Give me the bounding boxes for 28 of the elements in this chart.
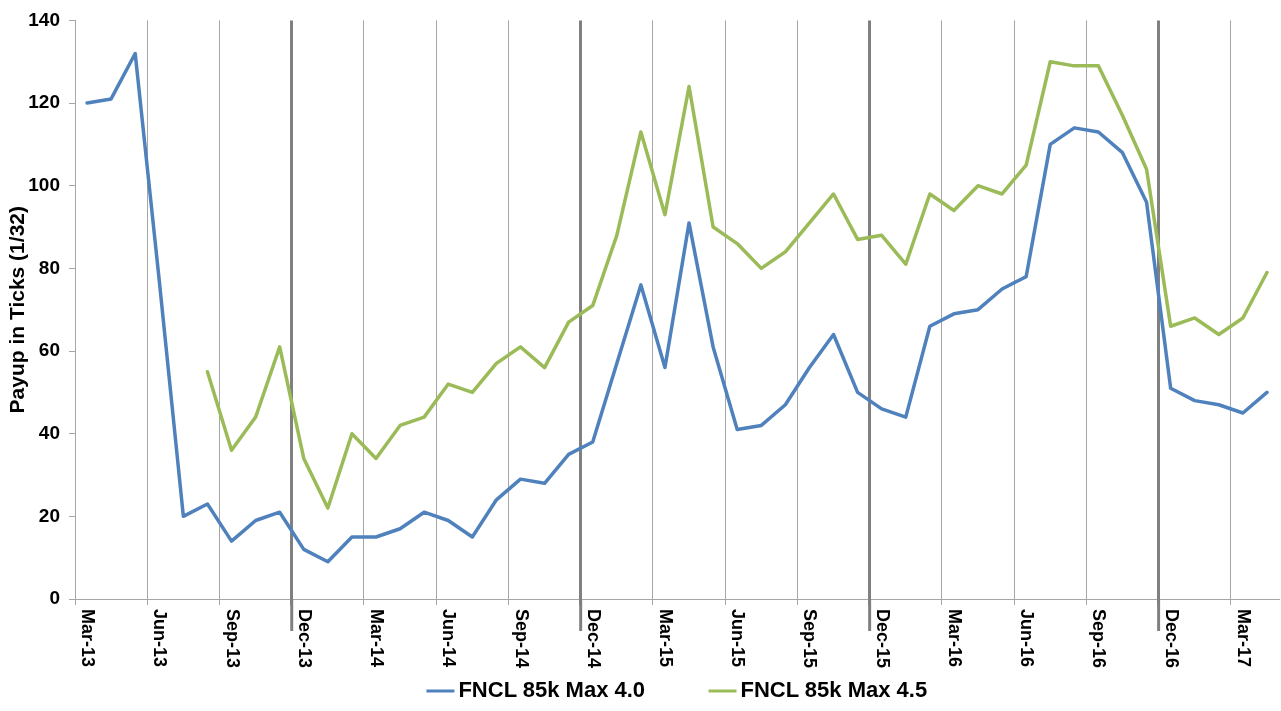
y-tick-label: 120 xyxy=(28,91,60,113)
x-tick-label: Jun-16 xyxy=(1017,609,1038,668)
y-tick-label: 20 xyxy=(38,504,60,526)
x-tick-label: Dec-14 xyxy=(583,609,604,669)
x-tick-label: Mar-15 xyxy=(655,609,676,668)
x-tick-label: Dec-13 xyxy=(294,609,315,669)
y-tick-label: 140 xyxy=(28,8,60,30)
legend-label: FNCL 85k Max 4.5 xyxy=(740,677,928,703)
y-axis-title: Payup in Ticks (1/32) xyxy=(5,206,29,414)
x-tick-label: Jun-14 xyxy=(439,609,460,668)
x-tick-label: Jun-15 xyxy=(728,609,749,668)
x-tick-label: Sep-13 xyxy=(222,609,243,669)
x-tick-label: Sep-14 xyxy=(511,609,532,669)
x-tick-label: Mar-17 xyxy=(1233,609,1254,668)
x-tick-label: Jun-13 xyxy=(150,609,171,668)
x-tick-label: Mar-13 xyxy=(78,609,99,668)
legend-label: FNCL 85k Max 4.0 xyxy=(458,677,646,703)
x-tick-label: Sep-16 xyxy=(1089,609,1110,669)
y-tick-label: 100 xyxy=(28,173,60,195)
x-tick-label: Sep-15 xyxy=(800,609,821,669)
x-tick-label: Mar-16 xyxy=(944,609,965,668)
y-tick-label: 80 xyxy=(38,256,60,278)
x-tick-label: Mar-14 xyxy=(367,609,388,668)
y-tick-label: 40 xyxy=(38,421,60,443)
x-tick-label: Dec-16 xyxy=(1161,609,1182,669)
y-tick-label: 60 xyxy=(38,339,60,361)
y-tick-label: 0 xyxy=(49,587,60,609)
x-tick-label: Dec-15 xyxy=(872,609,893,669)
